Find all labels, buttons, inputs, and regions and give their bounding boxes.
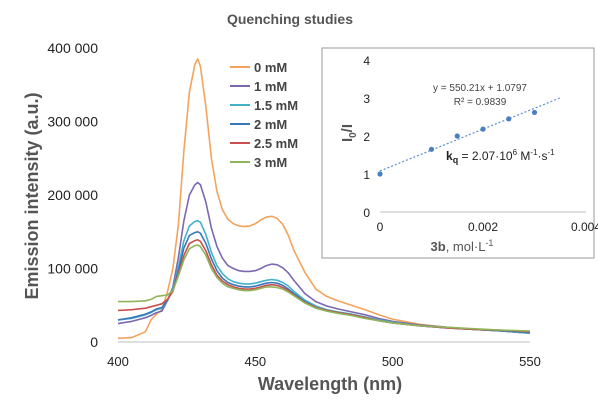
inset-y-axis-label: I0/I	[339, 124, 359, 142]
main-x-axis-label: Wavelength (nm)	[258, 374, 402, 394]
inset-data-point	[377, 171, 383, 177]
main-y-tick-label: 0	[90, 334, 98, 350]
inset-y-tick-label: 3	[363, 92, 370, 106]
inset-x-tick-label: 0.004	[571, 220, 598, 234]
inset-data-point	[506, 116, 512, 122]
inset-x-label-bold: 3b	[431, 239, 446, 254]
legend-label: 1.5 mM	[254, 98, 298, 113]
inset-trendline	[379, 97, 561, 172]
inset-r-squared: R² = 0.9839	[454, 97, 507, 108]
inset-data-point	[428, 146, 435, 152]
main-x-tick-label: 550	[519, 354, 541, 369]
main-y-tick-label: 400 000	[47, 40, 98, 56]
kq-value: = 2.07·10	[458, 149, 513, 163]
legend-label: 0 mM	[254, 60, 287, 75]
inset-x-tick-label: 0	[377, 220, 384, 234]
kq-unit-tail: ·s	[537, 149, 547, 163]
main-x-tick-label: 500	[382, 354, 404, 369]
main-y-axis-label: Emission intensity (a.u.)	[22, 92, 42, 299]
inset-x-tick-label: 0.002	[468, 220, 498, 234]
inset-x-tick-labels: 0 0.002 0.004	[377, 220, 598, 234]
legend-label: 2.5 mM	[254, 136, 298, 151]
chart-title: Quenching studies	[227, 11, 353, 27]
inset-y-tick-label: 1	[363, 168, 370, 182]
inset-data-point	[454, 133, 460, 139]
legend-label: 2 mM	[254, 117, 287, 132]
inset-data-point	[480, 126, 486, 132]
kq-unit: M	[517, 149, 530, 163]
inset-y-tick-label: 0	[363, 206, 370, 220]
main-y-tick-label: 100 000	[47, 261, 98, 277]
main-y-tick-label: 200 000	[47, 187, 98, 203]
main-x-tick-label: 450	[244, 354, 266, 369]
kq-symbol: k	[446, 149, 453, 163]
legend-label: 1 mM	[254, 79, 287, 94]
inset-x-label-sup: -1	[485, 238, 493, 248]
inset-points	[377, 109, 538, 177]
inset-y-tick-label: 4	[363, 54, 370, 68]
main-x-tick-label: 400	[107, 354, 129, 369]
inset-frame	[321, 47, 595, 259]
inset-y-label-mid: /I	[339, 124, 356, 132]
main-y-tick-label: 300 000	[47, 114, 98, 130]
inset-y-tick-labels: 0 1 2 3 4	[363, 54, 370, 220]
kq-unit-exponent: -1	[530, 148, 538, 157]
inset-y-label-main: I	[339, 138, 356, 142]
series-line-3-mM	[118, 244, 531, 332]
inset-x-label-rest: , mol·L	[446, 239, 486, 254]
main-y-tick-labels: 0 100 000 200 000 300 000 400 000	[47, 40, 98, 350]
legend-label: 3 mM	[254, 155, 287, 170]
inset-y-label-sub: 0	[348, 132, 359, 138]
main-x-tick-labels: 400 450 500 550	[107, 354, 541, 369]
inset-equation: y = 550.21x + 1.0797	[433, 83, 527, 94]
inset-trend-line	[379, 97, 561, 172]
series-line-0-mM	[117, 58, 531, 340]
kq-unit-tail-exponent: -1	[547, 148, 555, 157]
series-line-1-mM	[117, 181, 531, 334]
inset-data-point	[531, 109, 538, 116]
kq-exponent: 6	[513, 148, 518, 157]
legend: 0 mM 1 mM 1.5 mM 2 mM 2.5 mM 3 mM	[230, 60, 298, 170]
main-series-lines	[117, 58, 531, 340]
inset-y-tick-label: 2	[363, 130, 370, 144]
inset-x-axis-label: 3b, mol·L-1	[431, 238, 494, 254]
inset-kq-annotation: kq = 2.07·106 M-1·s-1	[446, 148, 555, 165]
kq-subscript: q	[453, 155, 459, 165]
